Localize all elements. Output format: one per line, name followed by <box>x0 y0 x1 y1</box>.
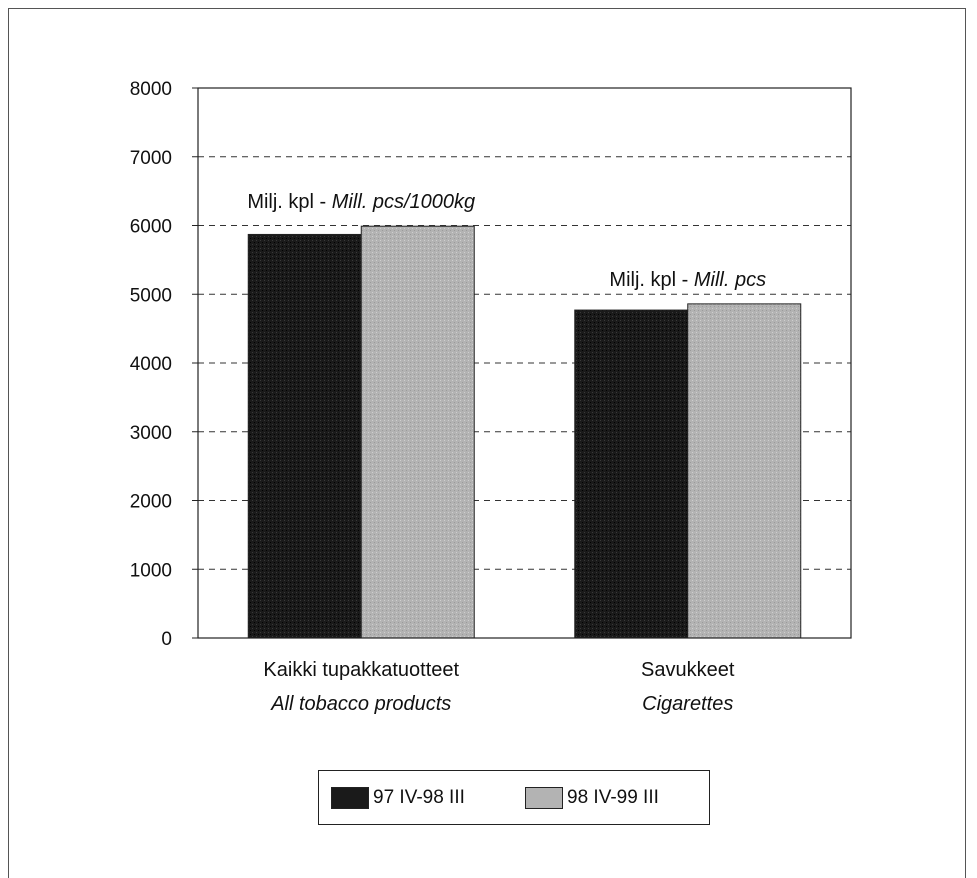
legend-label-series-2: 98 IV-99 III <box>567 787 659 808</box>
bar-chart: 0 1000 2000 3000 4000 5000 6000 7000 8000 Kaikki… <box>130 79 852 715</box>
y-tick-label: 6000 <box>130 217 172 238</box>
y-tick-label: 3000 <box>130 423 172 444</box>
legend-item-series-2: 98 IV-99 III <box>525 787 659 809</box>
legend-item-series-1: 97 IV-98 III <box>331 787 465 809</box>
legend-swatch-series-2 <box>525 787 563 809</box>
legend: 97 IV-98 III 98 IV-99 III <box>318 770 710 825</box>
bar-2-2 <box>687 303 802 639</box>
legend-label-series-1: 97 IV-98 III <box>373 787 465 808</box>
bars <box>247 225 802 639</box>
bar-group-annotation: Milj. kpl - Mill. pcs/1000kg <box>247 191 475 213</box>
annotations: Milj. kpl - Mill. pcs/1000kg Milj. kpl - … <box>247 191 766 291</box>
x-category-label-english: All tobacco products <box>270 693 451 715</box>
bar-1-1 <box>247 233 362 639</box>
x-axis-labels: Kaikki tupakkatuotteet All tobacco produc… <box>263 659 734 715</box>
figure-frame <box>8 8 966 878</box>
bar-group-annotation: Milj. kpl - Mill. pcs <box>609 269 766 291</box>
y-tick-label: 7000 <box>130 148 172 169</box>
y-tick-label: 2000 <box>130 492 172 513</box>
y-axis-ticks: 0 1000 2000 3000 4000 5000 6000 7000 8000 <box>130 79 198 650</box>
x-category-label: Kaikki tupakkatuotteet <box>263 659 459 681</box>
y-tick-label: 0 <box>161 629 172 650</box>
x-category-label: Savukkeet <box>641 659 735 681</box>
y-tick-label: 4000 <box>130 354 172 375</box>
legend-swatch-series-1 <box>331 787 369 809</box>
y-tick-label: 5000 <box>130 285 172 306</box>
bar-1-2 <box>574 309 689 639</box>
bar-2-1 <box>360 225 475 639</box>
y-tick-label: 8000 <box>130 79 172 100</box>
y-tick-label: 1000 <box>130 560 172 581</box>
x-category-label-english: Cigarettes <box>642 693 733 715</box>
